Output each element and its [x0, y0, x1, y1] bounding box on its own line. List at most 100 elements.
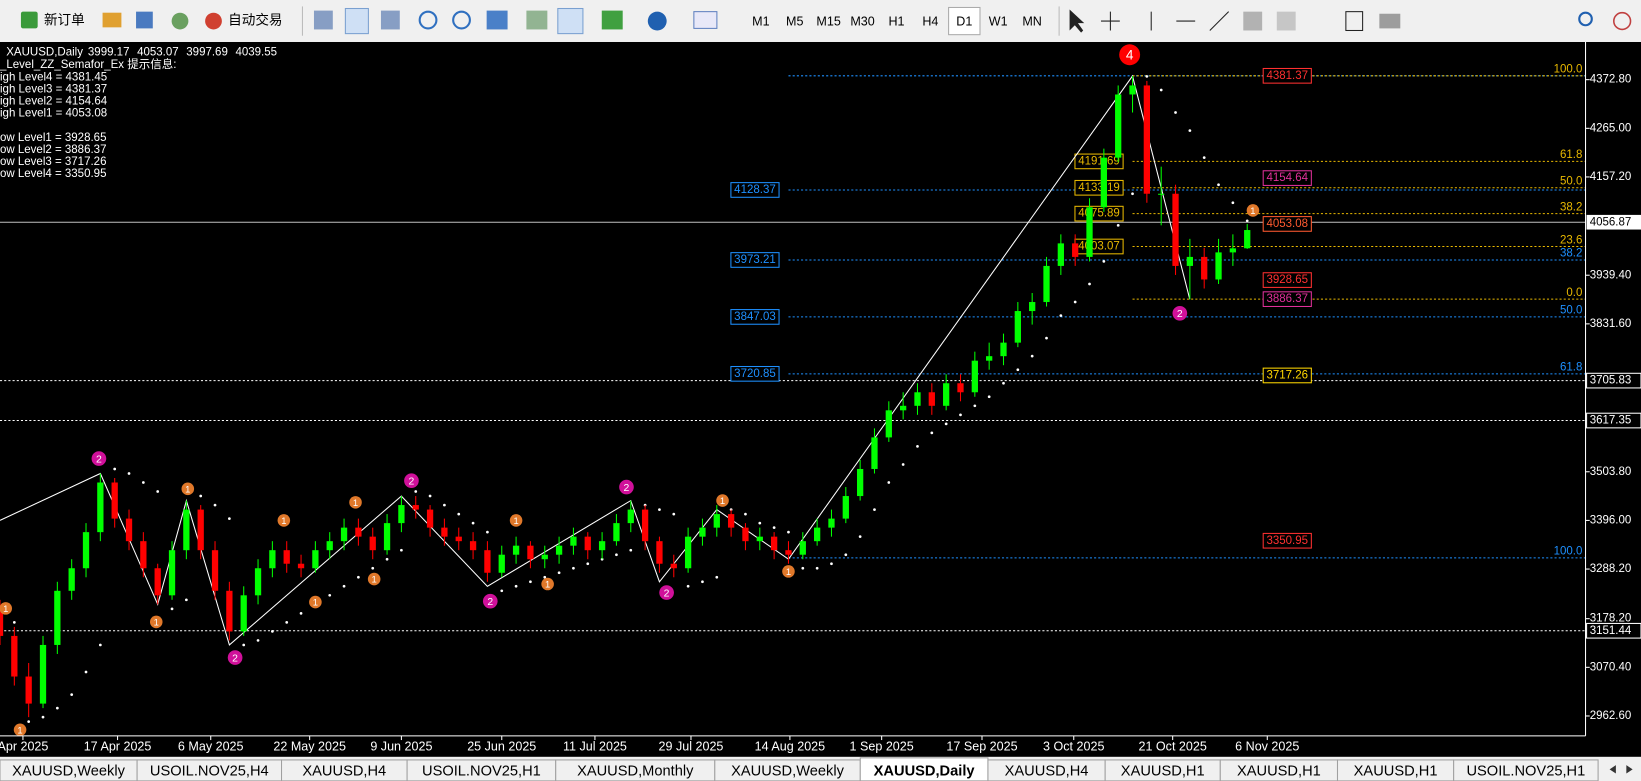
fib-percent: 38.2: [1560, 201, 1582, 213]
sar-dot: [357, 575, 360, 579]
ohlc-readout: 4039.55: [235, 47, 277, 59]
price-label: 3151.44: [1590, 625, 1632, 637]
toolbar-icon[interactable]: [486, 10, 508, 30]
new-order-icon[interactable]: [20, 11, 38, 29]
current-price-label: 4056.87: [1590, 216, 1632, 228]
zoom-in[interactable]: [418, 10, 438, 30]
tab-label[interactable]: XAUUSD,Daily: [874, 763, 976, 779]
new-order-button[interactable]: 新订单: [44, 13, 85, 28]
timeframe-button[interactable]: M5: [786, 14, 803, 28]
fib-tag: 4133.19: [1078, 182, 1120, 194]
sar-dot: [801, 566, 805, 570]
candle-body: [828, 518, 835, 528]
toolbar-icon[interactable]: [693, 11, 718, 29]
indicator-line: igh Level2 = 4154.64: [0, 96, 108, 108]
y-tick-label: 3288.20: [1590, 563, 1632, 575]
candle-body: [168, 550, 176, 596]
candle-body: [54, 590, 61, 645]
level-box: [1262, 67, 1312, 84]
autotrade-button[interactable]: 自动交易: [228, 12, 282, 28]
x-tick-label: 14 Aug 2025: [755, 740, 825, 754]
message-icon[interactable]: [1613, 11, 1632, 31]
candle-body: [1057, 243, 1064, 266]
zoom-out[interactable]: [452, 10, 471, 30]
level-value: 3928.65: [1266, 274, 1308, 286]
candle-body: [355, 527, 362, 537]
candle-body: [441, 527, 448, 537]
timeframe-button[interactable]: M1: [752, 14, 769, 28]
crosshair-tool[interactable]: [1100, 11, 1120, 31]
toolbar-icon[interactable]: [344, 7, 369, 35]
toolbar-icon[interactable]: [136, 11, 153, 29]
search-icon[interactable]: [1578, 11, 1593, 27]
tab-scroll-left[interactable]: [1609, 765, 1616, 774]
candle-body: [900, 405, 907, 411]
sar-dot: [586, 562, 590, 566]
tab-label[interactable]: USOIL.NOV25,H1: [422, 763, 541, 779]
toolbar-icon[interactable]: [102, 12, 122, 28]
timeframe-button[interactable]: MN: [1022, 14, 1042, 28]
toolbar-icon[interactable]: [1276, 11, 1296, 31]
candle-body: [140, 541, 147, 569]
candle-body: [11, 635, 18, 677]
candle-body: [756, 536, 763, 542]
cursor-tool[interactable]: [1069, 9, 1085, 33]
timeframe-button[interactable]: D1: [956, 14, 972, 28]
toolbar-icon[interactable]: [647, 11, 667, 31]
semafor-marker: [404, 473, 419, 489]
timeframe-button[interactable]: H1: [888, 14, 904, 28]
semafor-marker: [277, 514, 291, 527]
timeframe-button[interactable]: H4: [922, 14, 938, 28]
tab-label[interactable]: XAUUSD,Monthly: [577, 763, 694, 779]
textlabel-tool[interactable]: [1345, 11, 1364, 32]
semafor-label: 1: [353, 497, 358, 508]
candle-body: [97, 482, 104, 533]
tab-scroll-right[interactable]: [1626, 765, 1633, 774]
tab-label[interactable]: USOIL.NOV25,H1: [1466, 763, 1585, 779]
tab-label[interactable]: XAUUSD,H1: [1237, 763, 1321, 779]
tab-label[interactable]: XAUUSD,H1: [1121, 763, 1205, 779]
timeframe-button[interactable]: M15: [816, 14, 840, 28]
sar-dot: [213, 503, 217, 507]
autotrade-icon[interactable]: [205, 12, 222, 30]
candle-body: [469, 541, 477, 551]
tab-label[interactable]: XAUUSD,H1: [1354, 763, 1438, 779]
candle-body: [484, 550, 491, 573]
trendline-tool[interactable]: [1209, 11, 1230, 31]
candle-body: [1172, 193, 1179, 266]
toolbar-icon[interactable]: [380, 10, 400, 30]
candle-body: [813, 527, 821, 542]
indicator-title: _Level_ZZ_Semafor_Ex 提示信息:: [0, 57, 176, 71]
tab-label[interactable]: XAUUSD,Weekly: [731, 763, 844, 779]
candle-body: [383, 523, 391, 551]
fib-tag: 3973.21: [734, 254, 776, 266]
toolbar-icon[interactable]: [526, 10, 548, 30]
toolbar-icon[interactable]: [313, 10, 333, 30]
toolbar-icon[interactable]: [171, 12, 189, 30]
tab-label[interactable]: XAUUSD,H4: [1005, 763, 1089, 779]
sar-dot: [27, 720, 31, 724]
candle-body: [885, 410, 892, 438]
timeframe-button[interactable]: M30: [850, 14, 874, 28]
semafor-marker: [716, 494, 729, 507]
indicator-line: ow Level2 = 3886.37: [0, 144, 106, 156]
candle-body: [226, 590, 233, 632]
semafor-label: 2: [409, 477, 415, 488]
level-box: [1262, 170, 1312, 186]
timeframe-button[interactable]: W1: [989, 14, 1008, 28]
tab-label[interactable]: USOIL.NOV25,H4: [150, 763, 269, 779]
tab-label[interactable]: XAUUSD,H4: [302, 763, 386, 779]
toolbar-icon[interactable]: [1243, 11, 1263, 31]
sar-dot: [228, 517, 231, 520]
sar-dot: [987, 395, 991, 399]
toolbar-icon[interactable]: [557, 7, 584, 35]
toolbar-icon[interactable]: [1379, 13, 1401, 29]
toolbar-icon[interactable]: [601, 10, 623, 30]
indicator-line: igh Level4 = 4381.45: [0, 72, 107, 84]
semafor-marker: [367, 572, 381, 586]
x-tick-label: 17 Apr 2025: [84, 740, 152, 754]
candle-body: [1186, 256, 1194, 266]
tab-label[interactable]: XAUUSD,Weekly: [12, 763, 125, 779]
candle-body: [154, 568, 161, 596]
fib-percent: 61.8: [1560, 149, 1582, 161]
